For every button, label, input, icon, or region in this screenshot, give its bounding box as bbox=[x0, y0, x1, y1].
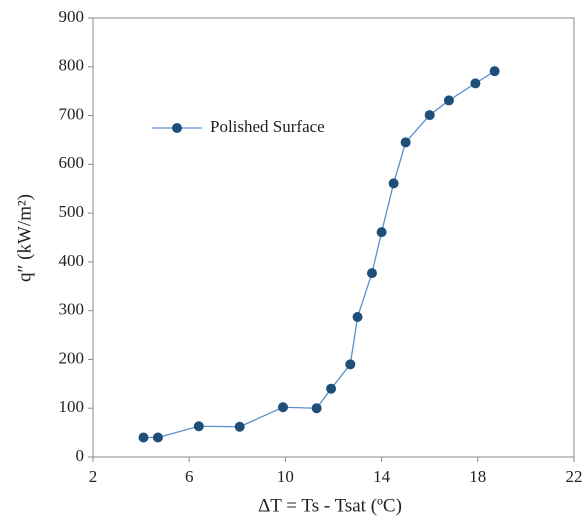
x-tick-label: 22 bbox=[566, 467, 582, 486]
y-tick-label: 800 bbox=[59, 56, 85, 75]
y-tick-label: 700 bbox=[59, 104, 85, 123]
x-tick-label: 14 bbox=[373, 467, 391, 486]
data-point bbox=[278, 402, 288, 412]
y-tick-label: 100 bbox=[59, 397, 85, 416]
data-point bbox=[490, 66, 500, 76]
data-point bbox=[345, 359, 355, 369]
data-point bbox=[367, 268, 377, 278]
legend-label: Polished Surface bbox=[210, 117, 325, 136]
y-axis-title: q″ (kW/m²) bbox=[14, 194, 35, 282]
data-point bbox=[470, 78, 480, 88]
y-tick-label: 0 bbox=[76, 446, 85, 465]
x-tick-label: 2 bbox=[89, 467, 98, 486]
data-point bbox=[312, 403, 322, 413]
x-axis-title: ΔT = Ts - Tsat (ºC) bbox=[258, 495, 402, 516]
data-point bbox=[377, 227, 387, 237]
data-point bbox=[153, 432, 163, 442]
y-tick-label: 900 bbox=[59, 7, 85, 26]
data-point bbox=[389, 178, 399, 188]
x-tick-label: 6 bbox=[185, 467, 194, 486]
y-tick-label: 500 bbox=[59, 202, 85, 221]
data-point bbox=[194, 421, 204, 431]
y-tick-label: 600 bbox=[59, 153, 85, 172]
y-tick-label: 300 bbox=[59, 300, 85, 319]
x-tick-label: 18 bbox=[469, 467, 486, 486]
y-tick-label: 200 bbox=[59, 348, 85, 367]
data-point bbox=[353, 312, 363, 322]
legend-marker bbox=[172, 123, 182, 133]
data-point bbox=[235, 422, 245, 432]
data-point bbox=[326, 384, 336, 394]
data-point bbox=[444, 95, 454, 105]
y-tick-label: 400 bbox=[59, 251, 85, 270]
data-point bbox=[425, 110, 435, 120]
x-tick-label: 10 bbox=[277, 467, 294, 486]
data-point bbox=[401, 137, 411, 147]
data-point bbox=[139, 432, 149, 442]
